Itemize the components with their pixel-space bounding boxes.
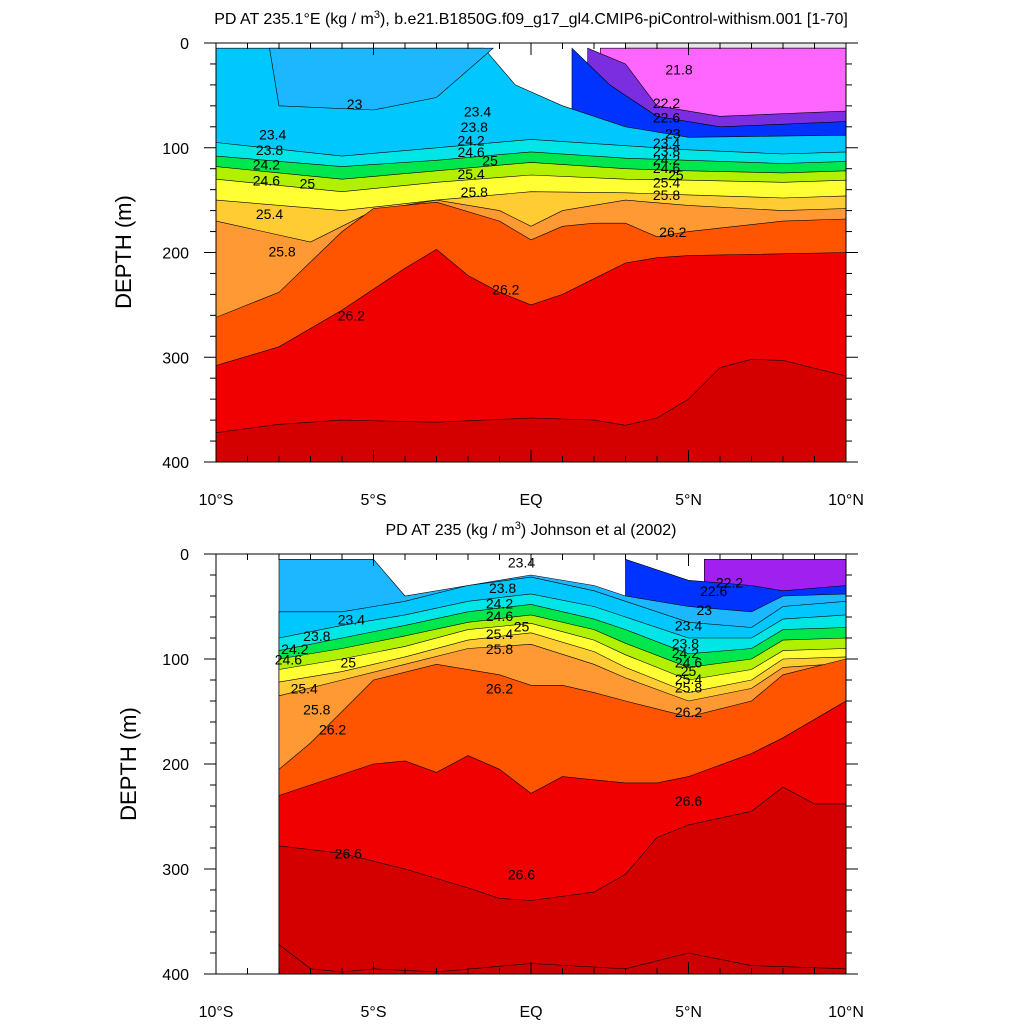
contour-label: 24.6 <box>275 651 302 667</box>
contour-label: 26.6 <box>675 793 702 809</box>
x-tick-label: EQ <box>519 492 542 509</box>
x-tick-label: 10°S <box>199 1004 234 1021</box>
contour-label: 22.2 <box>716 575 743 591</box>
panel-top-title: PD AT 235.1°E (kg / m3), b.e21.B1850G.f0… <box>214 9 848 28</box>
y-tick-label: 400 <box>162 455 189 472</box>
contour-label: 25.8 <box>461 184 488 200</box>
contour-label: 26.2 <box>319 722 346 738</box>
contour-label: 25.8 <box>653 187 680 203</box>
x-tick-label: EQ <box>519 1004 542 1021</box>
panel-bottom-contour-labels: 23.423.824.224.62525.425.823.423.824.224… <box>275 555 744 883</box>
panel-bottom-y-axis-label: DEPTH (m) <box>116 707 141 821</box>
contour-label: 24.6 <box>457 144 484 160</box>
contour-label: 26.6 <box>335 846 362 862</box>
contour-label: 23.4 <box>338 611 365 627</box>
panel-bottom-axes: 10°S 5°S EQ 5°N 10°N 0 100 200 300 400 <box>162 547 864 1021</box>
contour-label: 24.6 <box>675 654 702 670</box>
contour-label: 23.8 <box>256 142 283 158</box>
panel-top: PD AT 235.1°E (kg / m3), b.e21.B1850G.f0… <box>111 9 864 509</box>
contour-label: 23 <box>697 602 713 618</box>
contour-label: 22.2 <box>653 95 680 111</box>
contour-label: 25.8 <box>486 641 513 657</box>
contour-label: 23.4 <box>508 555 535 571</box>
contour-label: 24.6 <box>253 173 280 189</box>
contour-label: 25.4 <box>457 166 484 182</box>
panel-bottom-title: PD AT 235 (kg / m3) Johnson et al (2002) <box>385 520 676 539</box>
contour-band-12 <box>278 786 846 974</box>
contour-label: 25.4 <box>291 681 318 697</box>
contour-label: 24.6 <box>486 608 513 624</box>
contour-label: 23 <box>347 96 363 112</box>
y-tick-label: 200 <box>162 246 189 263</box>
contour-label: 24.2 <box>672 645 699 661</box>
contour-label: 23.4 <box>259 126 286 142</box>
contour-label: 24.2 <box>486 596 513 612</box>
contour-label: 25 <box>514 619 530 635</box>
y-tick-label: 100 <box>162 652 189 669</box>
contour-label: 25.8 <box>268 244 295 260</box>
x-tick-label: 5°S <box>361 1004 387 1021</box>
x-tick-label: 10°N <box>828 1004 864 1021</box>
contour-label: 25 <box>668 167 684 183</box>
contour-label: 23.8 <box>461 119 488 135</box>
contour-label: 26.2 <box>659 224 686 240</box>
y-tick-label: 300 <box>162 862 189 879</box>
x-tick-label: 5°S <box>361 492 387 509</box>
contour-label: 23.8 <box>672 636 699 652</box>
contour-label: 25.8 <box>303 702 330 718</box>
contour-band-14 <box>216 358 846 462</box>
panel-bottom-contour-fill <box>278 558 846 974</box>
contour-label: 23.4 <box>653 135 680 151</box>
contour-label: 24.2 <box>281 641 308 657</box>
contour-label: 24.2 <box>653 152 680 168</box>
contour-band-0 <box>625 43 846 49</box>
panel-top-contour-fill <box>216 43 846 462</box>
contour-label: 26.2 <box>486 681 513 697</box>
panel-top-y-axis-label: DEPTH (m) <box>111 195 136 309</box>
x-tick-label: 10°S <box>199 492 234 509</box>
panel-top-axes: 10°S 5°S EQ 5°N 10°N 0 100 200 300 400 <box>162 36 864 509</box>
contour-label: 26.2 <box>492 281 519 297</box>
contour-label: 26.2 <box>338 308 365 324</box>
contour-label: 25.4 <box>675 671 702 687</box>
y-tick-label: 100 <box>162 141 189 158</box>
y-tick-label: 300 <box>162 350 189 367</box>
contour-label: 25 <box>681 663 697 679</box>
contour-label: 23.4 <box>464 103 491 119</box>
contour-band-5 <box>269 47 495 111</box>
contour-label: 25.4 <box>653 175 680 191</box>
contour-label: 25 <box>482 153 498 169</box>
y-tick-label: 200 <box>162 757 189 774</box>
contour-label: 25.4 <box>256 206 283 222</box>
contour-label: 25.8 <box>675 680 702 696</box>
contour-label: 24.6 <box>653 160 680 176</box>
contour-label: 23 <box>665 125 681 141</box>
y-tick-label: 0 <box>180 547 189 564</box>
contour-label: 24.2 <box>457 133 484 149</box>
contour-label: 26.6 <box>508 867 535 883</box>
contour-label: 22.6 <box>653 110 680 126</box>
contour-label: 22.6 <box>700 583 727 599</box>
contour-label: 25 <box>341 654 357 670</box>
contour-label: 24.2 <box>253 157 280 173</box>
panel-bottom: PD AT 235 (kg / m3) Johnson et al (2002)… <box>116 520 864 1021</box>
x-tick-label: 5°N <box>675 1004 702 1021</box>
contour-label: 23.4 <box>675 618 702 634</box>
contour-label: 23.8 <box>489 580 516 596</box>
contour-label: 26.2 <box>675 704 702 720</box>
contour-label: 23.8 <box>653 143 680 159</box>
contour-label: 21.8 <box>665 61 692 77</box>
y-tick-label: 0 <box>180 36 189 53</box>
y-tick-label: 400 <box>162 967 189 984</box>
contour-label: 25 <box>300 176 316 192</box>
contour-label: 25.4 <box>486 626 513 642</box>
x-tick-label: 10°N <box>828 492 864 509</box>
contour-label: 23.8 <box>303 628 330 644</box>
x-tick-label: 5°N <box>675 492 702 509</box>
